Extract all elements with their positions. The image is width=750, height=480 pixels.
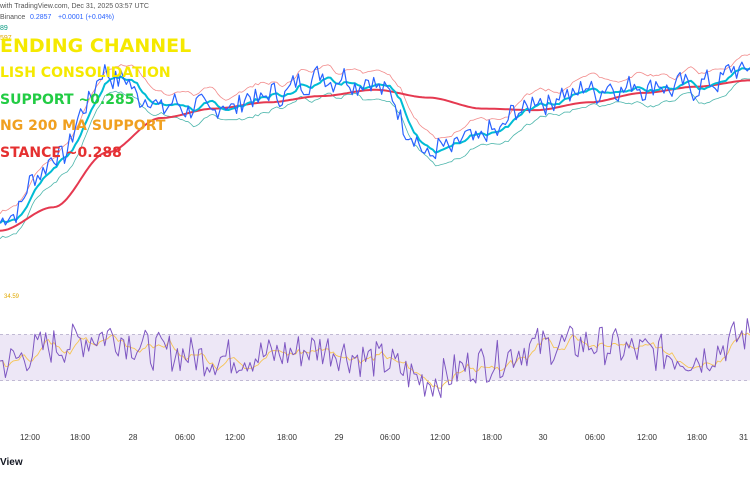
price-line (0, 61, 750, 226)
time-tick: 12:00 (224, 433, 246, 442)
overlay-support: SUPPORT ~0.285 (0, 92, 135, 108)
rsi-value-label: 34.59 (4, 294, 20, 300)
time-tick: 18:00 (69, 433, 91, 442)
time-tick: 31 (739, 433, 748, 442)
price-label: 0.2857 (30, 14, 52, 21)
time-tick: 06:00 (379, 433, 401, 442)
indicator-value-2: 597 (0, 35, 12, 42)
time-tick: 06:00 (584, 433, 606, 442)
ma200-line (0, 79, 750, 232)
time-tick: 12:00 (636, 433, 658, 442)
time-tick: 29 (334, 433, 344, 442)
time-tick: 12:00 (429, 433, 451, 442)
brand-label: View (0, 457, 23, 468)
band-lower-line (0, 78, 750, 239)
overlay-channel: ENDING CHANNEL (0, 35, 192, 57)
change-label: +0.0001 (+0.04%) (58, 14, 115, 21)
time-tick: 18:00 (276, 433, 298, 442)
overlay-ma-support: NG 200 MA SUPPORT (0, 118, 166, 134)
indicator-value-1: 89 (0, 25, 8, 32)
rsi-line (0, 318, 750, 399)
price-pane (0, 53, 750, 239)
band-upper-line (0, 53, 750, 214)
overlay-resistance: STANCE ~0.288 (0, 145, 122, 161)
time-tick: 12:00 (19, 433, 41, 442)
time-tick: 06:00 (174, 433, 196, 442)
time-tick: 18:00 (686, 433, 708, 442)
time-tick: 30 (538, 433, 548, 442)
overlay-consolidation: LISH CONSOLIDATION (0, 65, 171, 81)
ema-line (0, 67, 750, 224)
rsi-pane (0, 318, 750, 399)
chart-header: with TradingView.com, Dec 31, 2025 03:57… (0, 0, 750, 42)
time-tick: 28 (128, 433, 138, 442)
exchange-label: Binance (0, 14, 26, 21)
source-text: with TradingView.com, Dec 31, 2025 03:57… (0, 3, 149, 10)
time-tick: 18:00 (481, 433, 503, 442)
